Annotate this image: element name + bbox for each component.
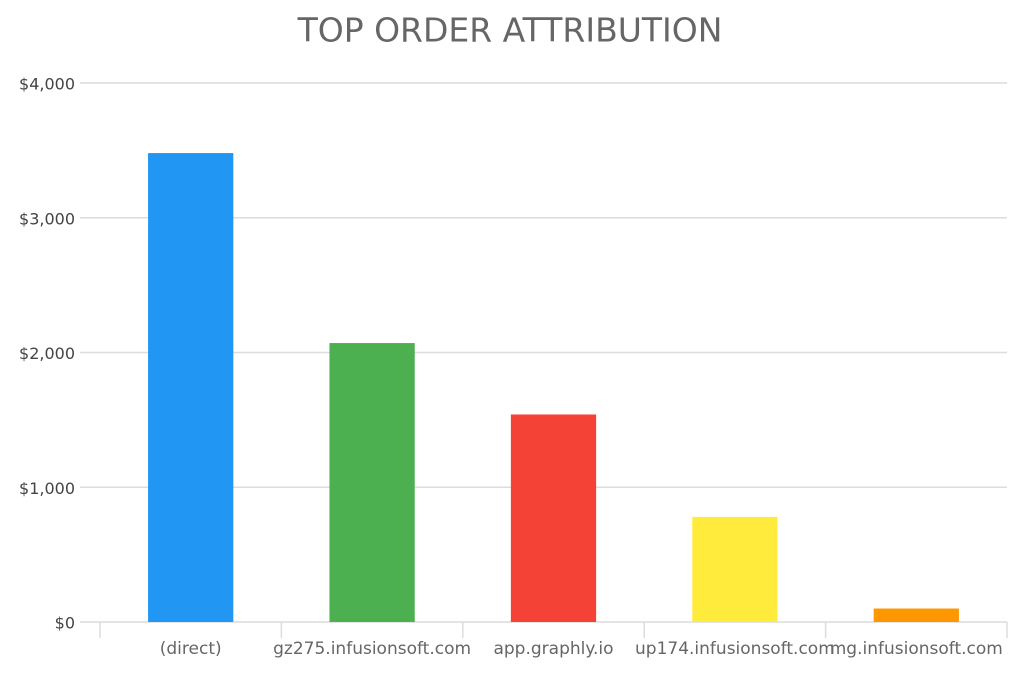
bar <box>329 343 415 622</box>
bar <box>873 608 959 622</box>
y-tick-label: $3,000 <box>19 209 75 228</box>
x-tick-label: up174.infusionsoft.com <box>635 639 835 659</box>
bar <box>692 516 778 622</box>
chart-title: TOP ORDER ATTRIBUTION <box>297 11 723 50</box>
y-tick-label: $0 <box>55 614 75 633</box>
bar <box>510 414 597 622</box>
x-tick-label: app.graphly.io <box>493 639 613 659</box>
y-tick-label: $2,000 <box>19 344 75 363</box>
bar <box>148 153 234 622</box>
y-tick-label: $1,000 <box>19 479 75 498</box>
x-tick-label: (direct) <box>160 639 222 659</box>
x-tick-label: mg.infusionsoft.com <box>830 639 1003 659</box>
x-tick-label: gz275.infusionsoft.com <box>273 639 471 659</box>
y-tick-label: $4,000 <box>19 75 75 94</box>
